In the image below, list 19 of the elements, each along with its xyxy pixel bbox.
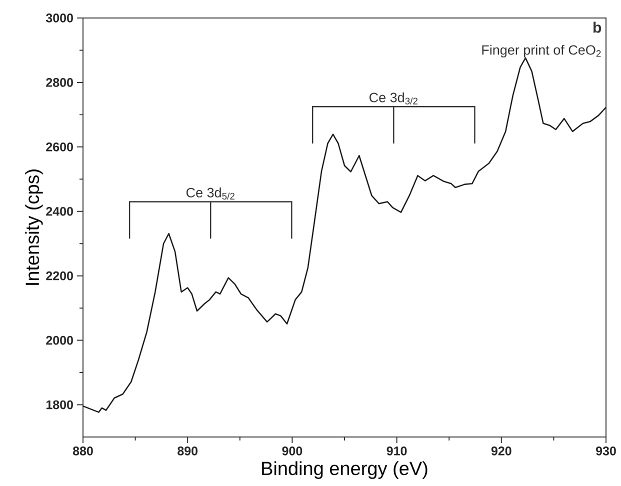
x-axis-title: Binding energy (eV) — [262, 461, 428, 479]
x-tick-label: 900 — [282, 446, 302, 456]
annotation: Ce 3d$_{3/2}$ — [370, 92, 418, 104]
y-tick-label: 2000 — [46, 336, 73, 345]
y-tick-label: 2800 — [46, 78, 73, 87]
x-tick-label: 920 — [491, 446, 512, 456]
y-tick-label: 1800 — [46, 400, 73, 410]
x-tick-label: 890 — [178, 446, 198, 456]
y-tick-label: 3000 — [46, 14, 73, 22]
y-tick-label: 2400 — [46, 206, 73, 216]
x-tick-label: 880 — [72, 446, 93, 456]
annotation: Finger print of CeO$_{2}$ — [482, 44, 601, 58]
annotation: b — [594, 22, 602, 33]
y-axis-title: Intensity (cps) — [25, 170, 43, 285]
x-tick-label: 930 — [596, 446, 616, 456]
annotation: Ce 3d$_{5/2}$ — [186, 188, 234, 200]
y-tick-label: 2600 — [46, 142, 73, 152]
y-tick-label: 2200 — [46, 271, 73, 280]
x-tick-label: 910 — [386, 446, 407, 456]
